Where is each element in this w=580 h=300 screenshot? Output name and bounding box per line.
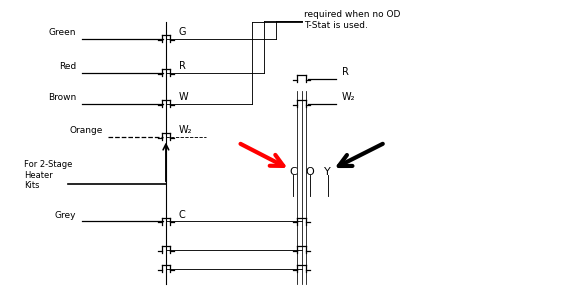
Text: Brown: Brown [48, 93, 77, 102]
Text: R: R [179, 61, 186, 71]
Text: G: G [179, 27, 186, 37]
Text: O: O [306, 167, 314, 177]
Text: required when no OD
T-Stat is used.: required when no OD T-Stat is used. [304, 10, 401, 30]
Text: R: R [342, 67, 349, 77]
Text: Y: Y [324, 167, 331, 177]
Text: C: C [289, 167, 297, 177]
Text: Grey: Grey [55, 211, 77, 220]
Text: W₂: W₂ [179, 125, 192, 135]
Text: W₂: W₂ [342, 92, 356, 102]
Text: C: C [179, 210, 186, 220]
Text: Green: Green [49, 28, 77, 37]
Text: Orange: Orange [69, 126, 103, 135]
Text: Red: Red [59, 62, 77, 71]
Text: W: W [179, 92, 188, 102]
Text: For 2-Stage
Heater
Kits: For 2-Stage Heater Kits [24, 160, 73, 190]
